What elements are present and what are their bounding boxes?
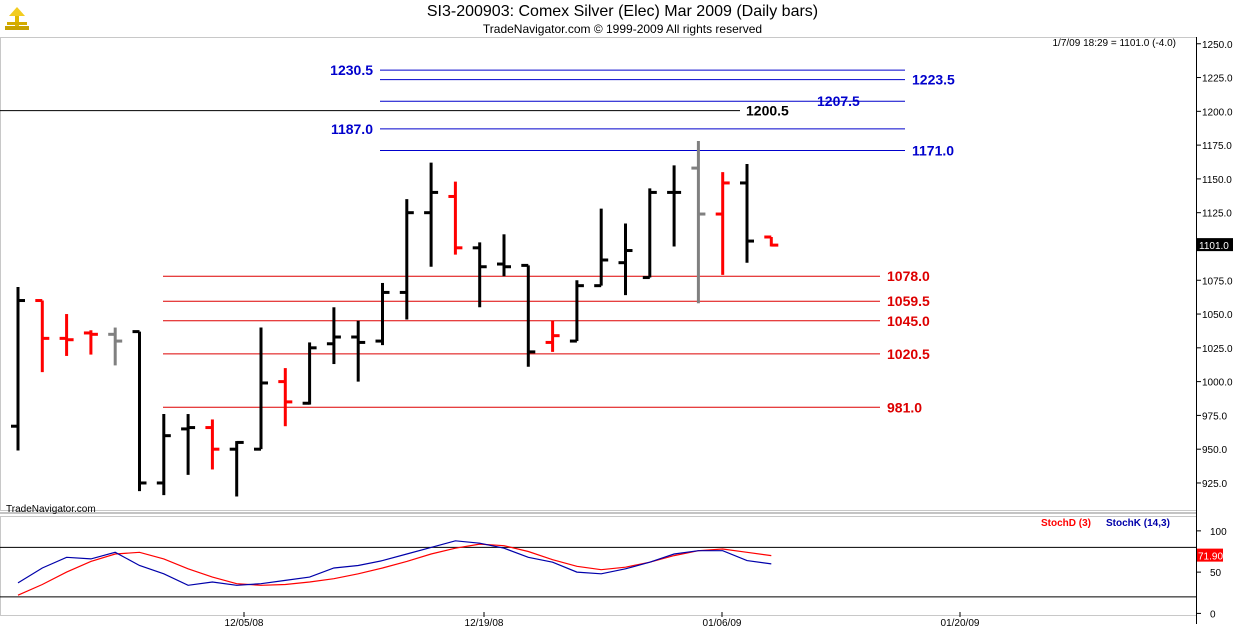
date-axis-tick-label: 01/06/09 [703,618,742,629]
price-pane-frame [0,37,1197,511]
watermark-text: TradeNavigator.com [6,504,96,515]
trade-navigator-logo [5,7,29,30]
price-level-label: 1200.5 [746,103,789,119]
price-axis-tick-label: 1125.0 [1202,209,1232,220]
price-axis-tick-label: 950.0 [1202,445,1227,456]
date-axis-tick-label: 01/20/09 [941,618,980,629]
oscillator-axis-tick-label: 0 [1210,609,1216,620]
price-level-label: 1020.5 [887,346,930,362]
price-axis-tick-label: 1150.0 [1202,175,1232,186]
legend-stochk: StochK (14,3) [1106,518,1170,529]
price-level-label: 981.0 [887,399,922,415]
price-axis-tick-label: 1075.0 [1202,276,1233,287]
price-axis-tick-label: 975.0 [1202,411,1227,422]
status-readout: 1/7/09 18:29 = 1101.0 (-4.0) [1052,38,1176,49]
oscillator-series-line [17,543,772,596]
price-axis-tick-label: 925.0 [1202,479,1227,490]
last-price-label: 1101.0 [1199,241,1229,252]
price-level-label: 1223.5 [912,72,955,88]
price-axis-tick-label: 1175.0 [1202,141,1232,152]
price-axis-tick-label: 1225.0 [1202,74,1233,85]
price-level-label: 1171.0 [912,143,954,159]
oscillator-axis-tick-label: 100 [1210,527,1227,538]
price-axis-tick-label: 1200.0 [1202,107,1233,118]
oscillator-last-value-label: 71.90 [1198,552,1223,563]
date-axis-tick-label: 12/05/08 [225,618,264,629]
price-level-label: 1078.0 [887,268,930,284]
chart-title: SI3-200903: Comex Silver (Elec) Mar 2009… [426,3,819,20]
price-level-label: 1230.5 [330,62,373,78]
last-price-box [1197,238,1233,252]
price-axis-tick-label: 1000.0 [1202,378,1233,389]
price-axis-tick-label: 1250.0 [1202,40,1233,51]
oscillator-last-value-box [1197,548,1223,562]
price-axis-tick-label: 1050.0 [1202,310,1233,321]
price-level-label: 1187.0 [331,121,373,137]
chart-subtitle: TradeNavigator.com © 1999-2009 All right… [482,22,763,36]
price-axis-tick-label: 1025.0 [1202,344,1233,355]
price-level-label: 1059.5 [887,293,930,309]
price-level-label: 1207.5 [817,93,860,109]
price-level-label: 1045.0 [887,313,930,329]
oscillator-axis-tick-label: 50 [1210,568,1222,579]
date-axis-tick-label: 12/19/08 [465,618,504,629]
oscillator-series-line [17,540,772,586]
legend-stochd: StochD (3) [1041,518,1091,529]
